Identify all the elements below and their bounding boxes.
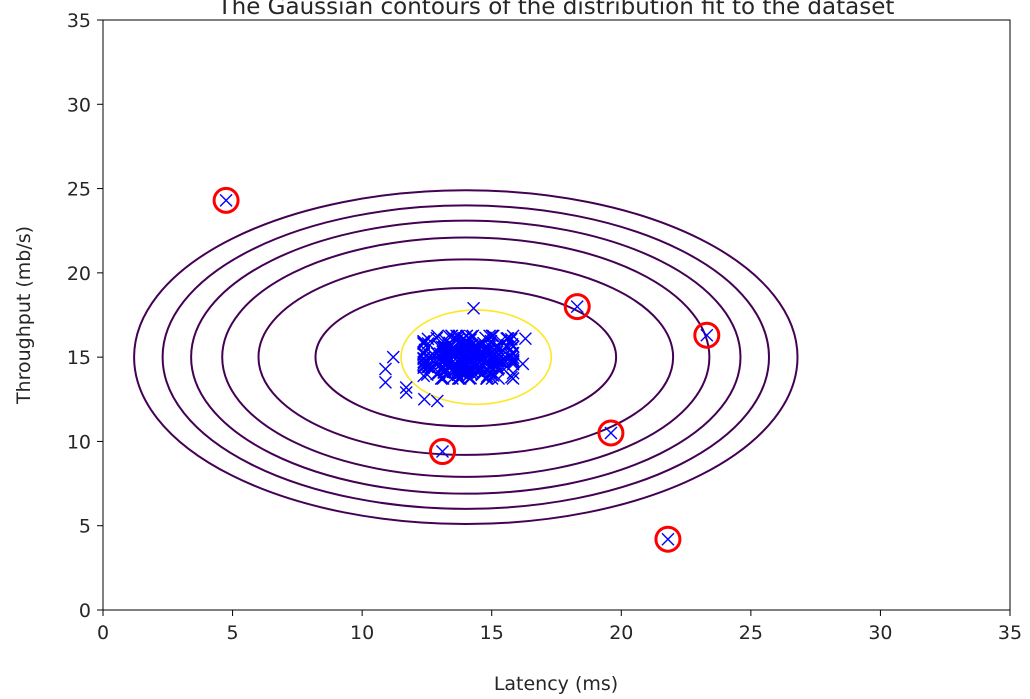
x-axis: 0 5 10 15 20 25 30 35 <box>97 610 1022 644</box>
data-point <box>451 355 465 369</box>
outlier-point <box>604 426 618 440</box>
data-point <box>485 329 499 343</box>
x-tick-label: 0 <box>97 622 109 644</box>
y-tick-label: 35 <box>67 10 91 32</box>
data-point <box>378 362 392 376</box>
x-tick-label: 20 <box>609 622 633 644</box>
outlier-markers <box>212 186 721 553</box>
contour-lines <box>133 189 799 526</box>
plot-frame <box>102 19 1011 611</box>
data-point <box>486 329 500 343</box>
data-point <box>436 371 450 385</box>
data-point <box>434 371 448 385</box>
outlier-circle <box>654 525 682 553</box>
contour-ellipse <box>221 236 711 478</box>
data-point <box>486 345 500 359</box>
data-point <box>472 355 486 369</box>
outlier-point <box>219 193 233 207</box>
outlier-point <box>661 532 675 546</box>
outlier-circle <box>563 293 591 321</box>
data-point <box>516 357 530 371</box>
data-point <box>399 386 413 400</box>
data-point <box>421 337 435 351</box>
data-point <box>497 353 511 367</box>
x-tick-label: 30 <box>868 622 892 644</box>
data-point <box>468 355 482 369</box>
data-point <box>518 332 532 346</box>
outlier-point <box>435 445 449 459</box>
data-point <box>399 380 413 394</box>
contour-ellipse <box>161 204 770 510</box>
data-point <box>483 329 497 343</box>
x-tick-label: 25 <box>739 622 763 644</box>
data-point <box>430 394 444 408</box>
data-point <box>479 371 493 385</box>
data-point <box>436 345 450 359</box>
data-point <box>470 339 484 353</box>
data-point <box>417 334 431 348</box>
data-point <box>440 356 454 370</box>
outlier-point <box>570 300 584 314</box>
y-tick-label: 30 <box>67 94 91 116</box>
data-point <box>463 344 477 358</box>
data-point <box>504 370 518 384</box>
y-axis-label: Throughput (mb/s) <box>13 226 35 405</box>
data-points <box>378 301 532 408</box>
data-point <box>423 356 437 370</box>
contour-ellipse <box>190 219 742 495</box>
data-point <box>417 355 431 369</box>
data-point <box>386 350 400 364</box>
data-point <box>431 329 445 343</box>
y-axis: 0 5 10 15 20 25 30 35 <box>67 10 103 622</box>
y-tick-label: 15 <box>67 347 91 369</box>
data-point <box>462 371 476 385</box>
x-tick-label: 15 <box>480 622 504 644</box>
data-point <box>506 329 520 343</box>
data-point <box>445 371 459 385</box>
y-tick-label: 0 <box>79 600 91 622</box>
x-tick-label: 35 <box>998 622 1022 644</box>
data-point <box>492 361 505 375</box>
data-point <box>490 353 504 367</box>
y-tick-label: 20 <box>67 263 91 285</box>
outlier-point <box>700 328 714 342</box>
data-point <box>504 348 518 362</box>
y-tick-label: 10 <box>67 431 91 453</box>
contour-ellipse <box>133 189 799 526</box>
chart-title: The Gaussian contours of the distributio… <box>217 0 895 20</box>
y-tick-label: 5 <box>79 516 91 538</box>
contour-ellipse <box>257 258 675 456</box>
x-axis-label: Latency (ms) <box>494 673 618 695</box>
data-point <box>378 375 392 389</box>
data-point <box>486 368 500 382</box>
outlier-circle <box>597 419 625 447</box>
x-tick-label: 10 <box>350 622 374 644</box>
data-point <box>506 339 520 353</box>
data-point <box>438 333 452 347</box>
outlier-circle <box>693 321 721 349</box>
data-point <box>503 350 517 364</box>
data-point <box>424 352 438 366</box>
outlier-circle <box>212 186 240 214</box>
x-tick-label: 5 <box>227 622 239 644</box>
data-point <box>467 301 481 315</box>
outlier-circle <box>428 438 456 466</box>
data-point <box>417 392 431 406</box>
data-point <box>457 365 471 379</box>
y-tick-label: 25 <box>67 179 91 201</box>
data-point <box>421 332 435 346</box>
contour-ellipse <box>314 287 618 428</box>
data-point <box>454 338 468 352</box>
